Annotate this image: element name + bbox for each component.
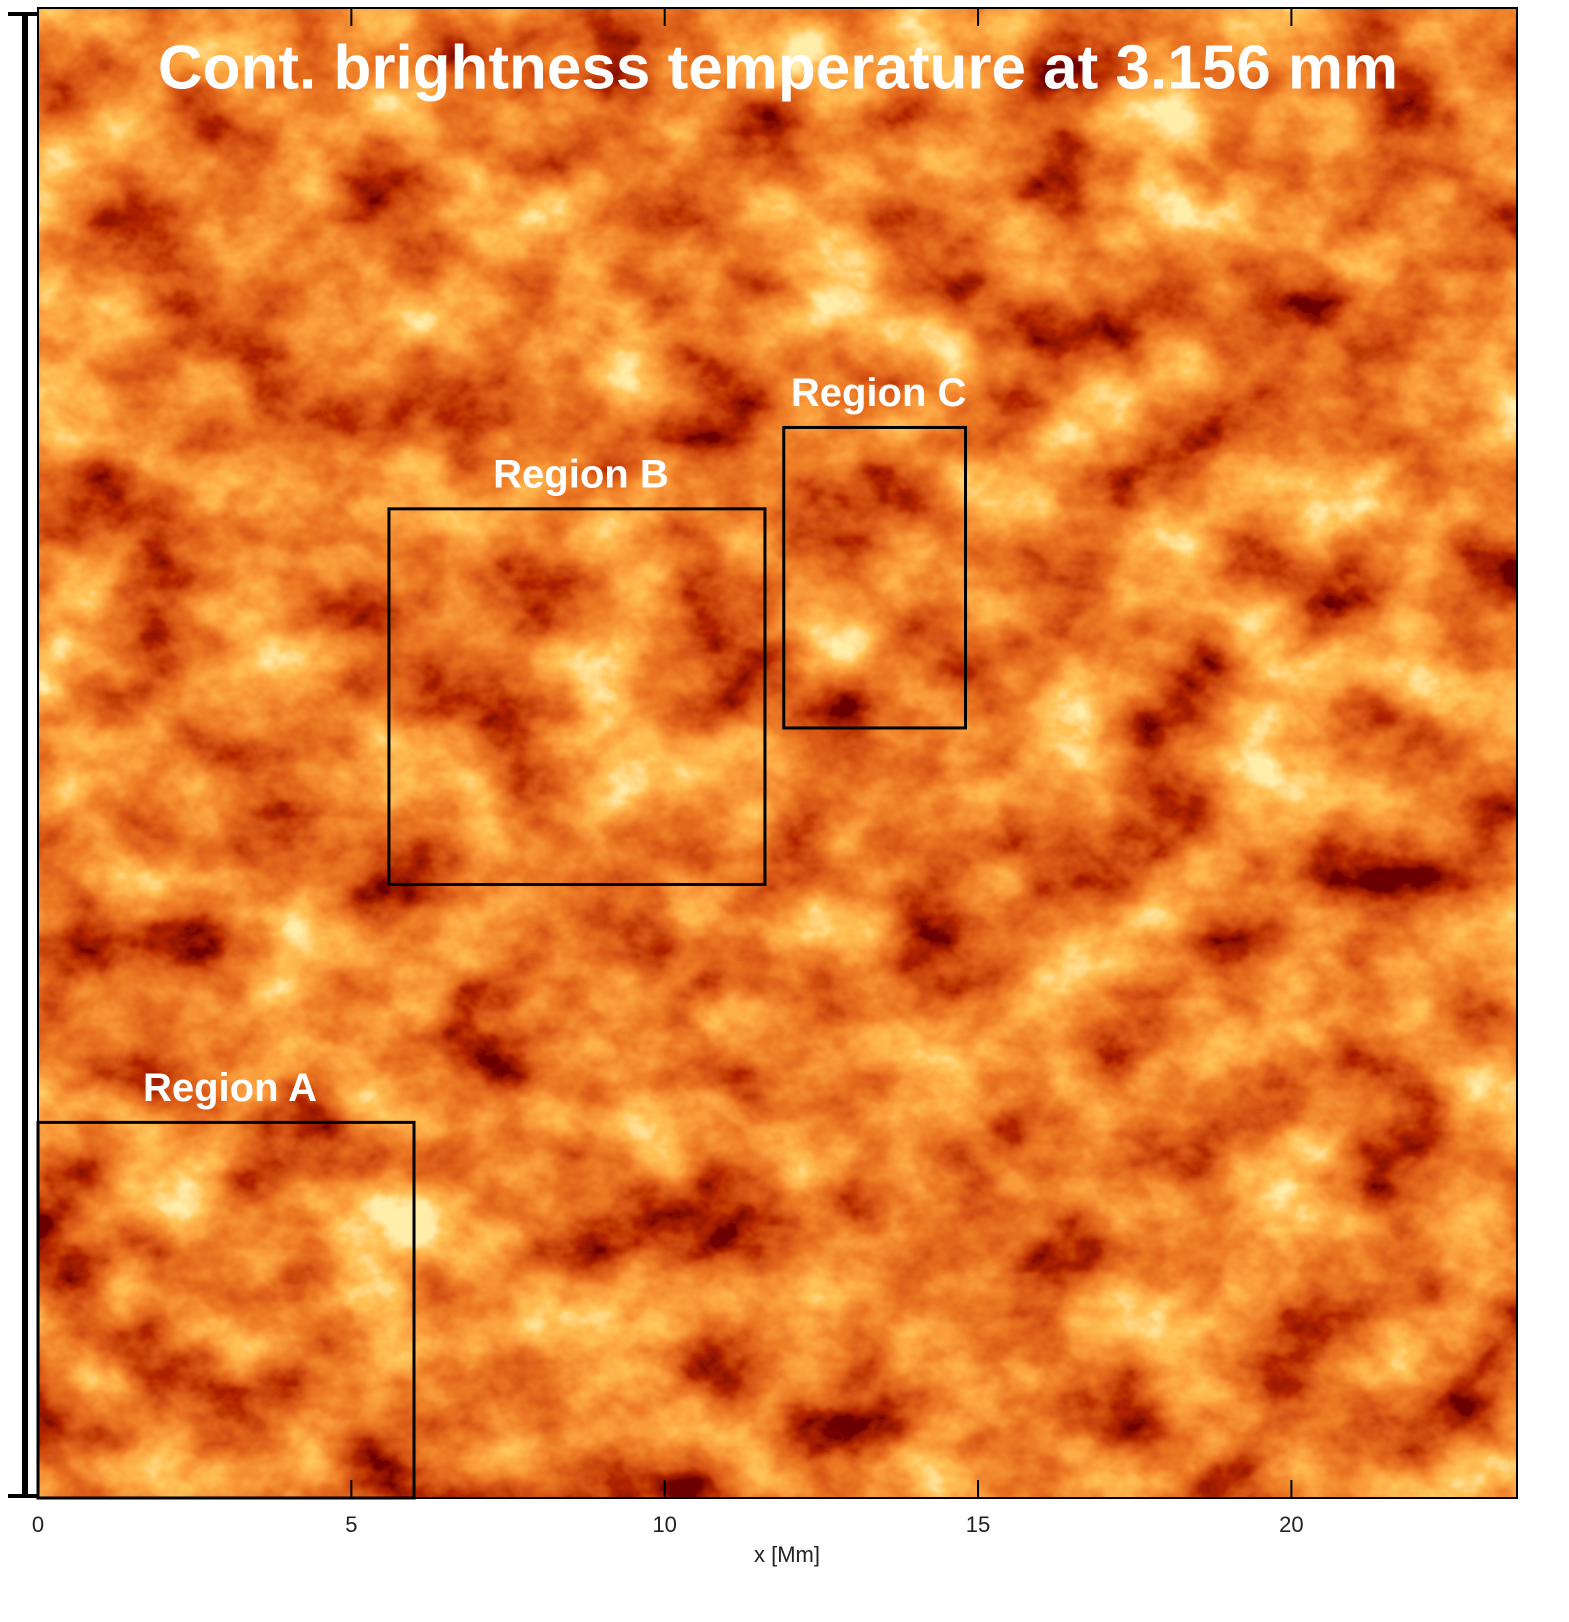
- x-tick-label: 15: [966, 1512, 990, 1537]
- region-label: Region C: [791, 371, 967, 415]
- x-tick-label: 10: [652, 1512, 676, 1537]
- page: {"chart_data": {"type": "image", "title"…: [0, 0, 1569, 1622]
- chart-title: Cont. brightness temperature at 3.156 mm: [158, 33, 1398, 102]
- region-label: Region A: [143, 1066, 317, 1110]
- x-tick-label: 0: [32, 1512, 44, 1537]
- brightness-map: [38, 8, 1517, 1498]
- x-tick-label: 5: [345, 1512, 357, 1537]
- x-tick-label: 20: [1279, 1512, 1303, 1537]
- x-axis-label: x [Mm]: [754, 1542, 820, 1567]
- region-label: Region B: [493, 452, 669, 496]
- chart: Cont. brightness temperature at 3.156 mm…: [0, 0, 1569, 1622]
